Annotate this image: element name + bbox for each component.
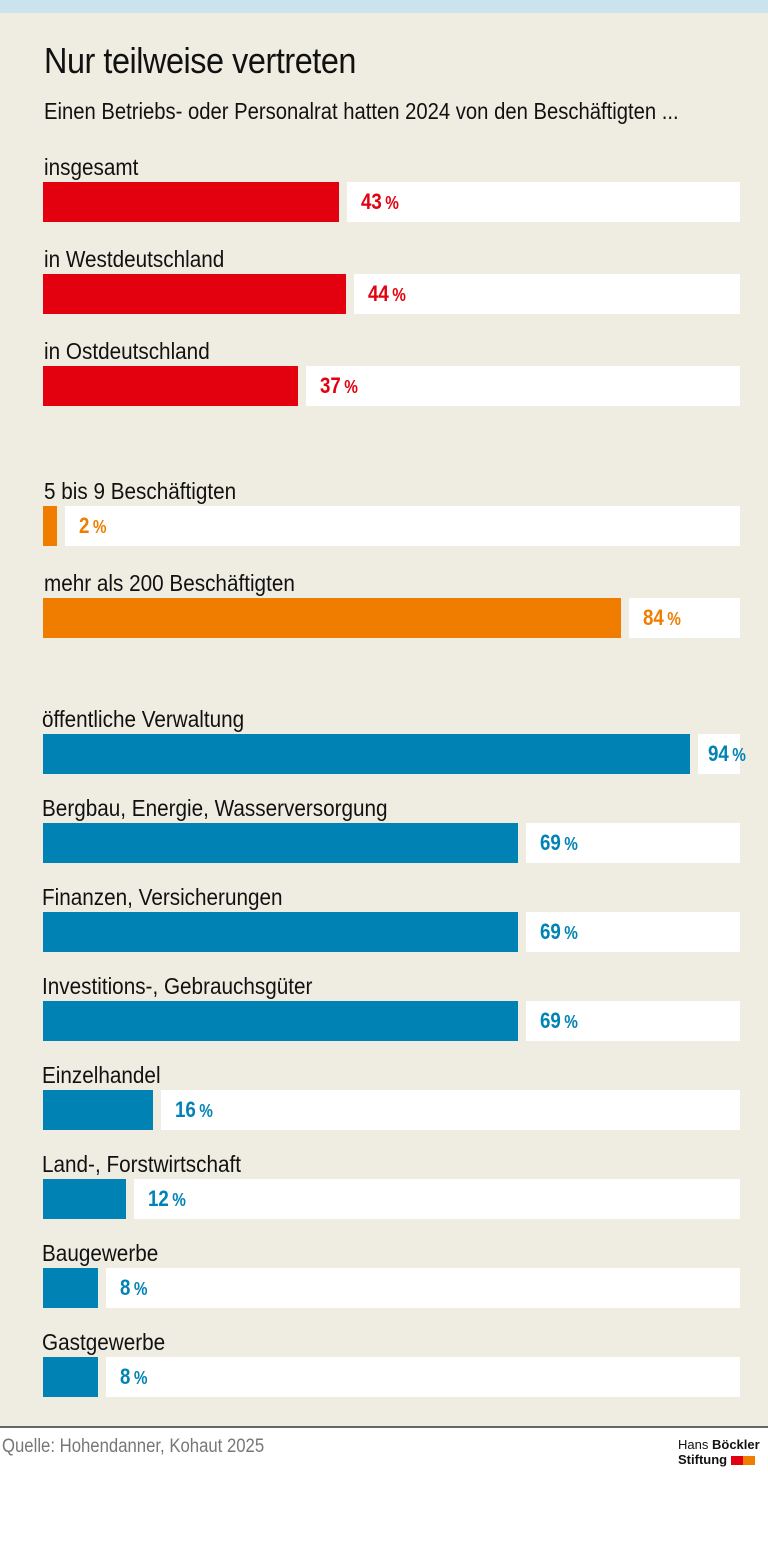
bar	[43, 182, 339, 222]
bar-track	[306, 366, 740, 406]
chart-subtitle: Einen Betriebs- oder Personalrat hatten …	[44, 98, 679, 124]
data-label: 69%	[540, 919, 578, 944]
footer-divider	[0, 1426, 768, 1428]
bar	[43, 1179, 126, 1219]
bar-track	[161, 1090, 740, 1130]
data-label: 37%	[320, 373, 358, 398]
bar	[43, 912, 518, 952]
bar-track	[106, 1357, 740, 1397]
bar	[43, 1001, 518, 1041]
bar-label: Einzelhandel	[42, 1062, 161, 1088]
bar-track	[526, 912, 740, 952]
logo-red-square	[730, 1456, 743, 1466]
bar	[43, 734, 690, 774]
bar-track	[106, 1268, 740, 1308]
bar	[43, 1090, 153, 1130]
data-label: 43%	[361, 189, 399, 214]
data-label: 44%	[368, 281, 406, 306]
chart-title: Nur teilweise vertreten	[44, 40, 356, 81]
bar	[43, 598, 621, 638]
bar-label: insgesamt	[44, 154, 139, 180]
bar-label: Land-, Forstwirtschaft	[42, 1151, 242, 1177]
bar-label: Baugewerbe	[42, 1240, 159, 1266]
data-label: 69%	[540, 1008, 578, 1033]
bar-label: in Westdeutschland	[44, 246, 225, 272]
hans-boeckler-logo: Hans Böckler Stiftung	[678, 1437, 760, 1467]
data-label: 8%	[120, 1364, 148, 1389]
bar	[43, 274, 346, 314]
data-label: 8%	[120, 1275, 148, 1300]
logo-orange-square	[742, 1456, 755, 1466]
bar	[43, 1268, 98, 1308]
bar-track	[65, 506, 740, 546]
data-label: 94%	[708, 741, 746, 766]
bar-label: in Ostdeutschland	[44, 338, 210, 364]
bar	[43, 823, 518, 863]
bar-label: mehr als 200 Beschäftigten	[44, 570, 295, 596]
bar-label: Investitions-, Gebrauchsgüter	[42, 973, 313, 999]
bar-label: Bergbau, Energie, Wasserversorgung	[42, 795, 388, 821]
bar-track	[698, 734, 740, 774]
data-label: 69%	[540, 830, 578, 855]
bar-track	[354, 274, 740, 314]
bar-label: 5 bis 9 Beschäftigten	[44, 478, 237, 504]
source-note: Quelle: Hohendanner, Kohaut 2025	[2, 1436, 265, 1457]
top-strip	[0, 0, 768, 13]
bar-track	[526, 1001, 740, 1041]
data-label: 2%	[79, 513, 107, 538]
bar-track	[347, 182, 740, 222]
bar	[43, 506, 57, 546]
bar-label: öffentliche Verwaltung	[42, 706, 245, 732]
bar-track	[629, 598, 740, 638]
data-label: 12%	[148, 1186, 186, 1211]
bar	[43, 1357, 98, 1397]
bar	[43, 366, 298, 406]
data-label: 84%	[643, 605, 681, 630]
data-label: 16%	[175, 1097, 213, 1122]
bar-label: Finanzen, Versicherungen	[42, 884, 283, 910]
bar-label: Gastgewerbe	[42, 1329, 166, 1355]
bar-track	[526, 823, 740, 863]
bar-track	[134, 1179, 740, 1219]
